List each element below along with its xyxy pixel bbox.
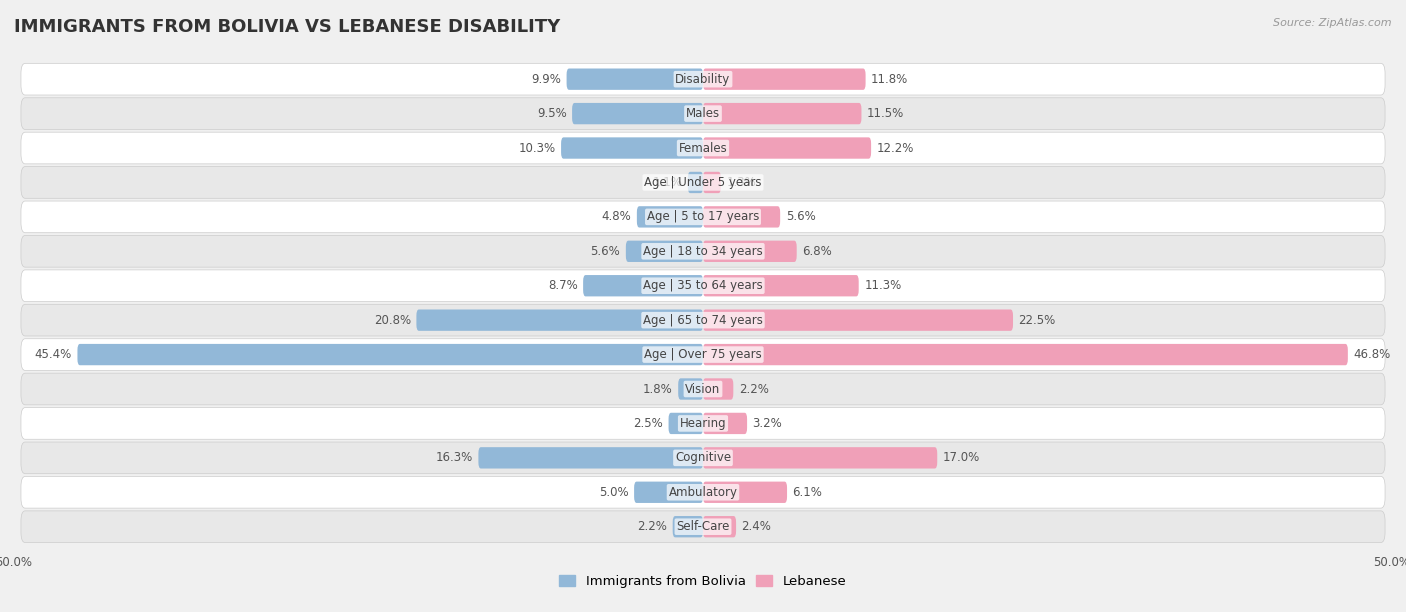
Legend: Immigrants from Bolivia, Lebanese: Immigrants from Bolivia, Lebanese — [554, 570, 852, 594]
FancyBboxPatch shape — [703, 103, 862, 124]
FancyBboxPatch shape — [21, 338, 1385, 370]
FancyBboxPatch shape — [703, 206, 780, 228]
FancyBboxPatch shape — [21, 476, 1385, 508]
FancyBboxPatch shape — [634, 482, 703, 503]
Text: 3.2%: 3.2% — [752, 417, 782, 430]
Text: 2.2%: 2.2% — [738, 382, 769, 395]
FancyBboxPatch shape — [703, 447, 938, 469]
Text: 4.8%: 4.8% — [602, 211, 631, 223]
Text: 11.8%: 11.8% — [872, 73, 908, 86]
Text: Source: ZipAtlas.com: Source: ZipAtlas.com — [1274, 18, 1392, 28]
FancyBboxPatch shape — [572, 103, 703, 124]
Text: Cognitive: Cognitive — [675, 452, 731, 465]
FancyBboxPatch shape — [703, 378, 734, 400]
FancyBboxPatch shape — [669, 412, 703, 434]
Text: Age | 35 to 64 years: Age | 35 to 64 years — [643, 279, 763, 292]
Text: 8.7%: 8.7% — [548, 279, 578, 292]
FancyBboxPatch shape — [21, 201, 1385, 233]
FancyBboxPatch shape — [678, 378, 703, 400]
Text: 17.0%: 17.0% — [943, 452, 980, 465]
FancyBboxPatch shape — [703, 516, 737, 537]
FancyBboxPatch shape — [21, 373, 1385, 405]
FancyBboxPatch shape — [703, 69, 866, 90]
Text: 5.0%: 5.0% — [599, 486, 628, 499]
FancyBboxPatch shape — [21, 408, 1385, 439]
Text: Ambulatory: Ambulatory — [668, 486, 738, 499]
Text: Age | 65 to 74 years: Age | 65 to 74 years — [643, 314, 763, 327]
Text: 46.8%: 46.8% — [1354, 348, 1391, 361]
FancyBboxPatch shape — [416, 310, 703, 331]
FancyBboxPatch shape — [637, 206, 703, 228]
Text: 6.8%: 6.8% — [803, 245, 832, 258]
FancyBboxPatch shape — [567, 69, 703, 90]
Text: 5.6%: 5.6% — [591, 245, 620, 258]
Text: Vision: Vision — [685, 382, 721, 395]
Text: 1.3%: 1.3% — [727, 176, 756, 189]
Text: Disability: Disability — [675, 73, 731, 86]
Text: 2.4%: 2.4% — [741, 520, 772, 533]
Text: 22.5%: 22.5% — [1018, 314, 1056, 327]
FancyBboxPatch shape — [561, 137, 703, 159]
Text: IMMIGRANTS FROM BOLIVIA VS LEBANESE DISABILITY: IMMIGRANTS FROM BOLIVIA VS LEBANESE DISA… — [14, 18, 561, 36]
FancyBboxPatch shape — [703, 412, 747, 434]
Text: 16.3%: 16.3% — [436, 452, 472, 465]
FancyBboxPatch shape — [21, 270, 1385, 302]
Text: 5.6%: 5.6% — [786, 211, 815, 223]
FancyBboxPatch shape — [688, 172, 703, 193]
FancyBboxPatch shape — [21, 236, 1385, 267]
FancyBboxPatch shape — [21, 511, 1385, 543]
Text: 9.5%: 9.5% — [537, 107, 567, 120]
FancyBboxPatch shape — [703, 172, 721, 193]
Text: 1.8%: 1.8% — [643, 382, 672, 395]
Text: 20.8%: 20.8% — [374, 314, 411, 327]
Text: 2.2%: 2.2% — [637, 520, 668, 533]
FancyBboxPatch shape — [703, 482, 787, 503]
FancyBboxPatch shape — [478, 447, 703, 469]
FancyBboxPatch shape — [21, 63, 1385, 95]
Text: 1.1%: 1.1% — [652, 176, 682, 189]
FancyBboxPatch shape — [703, 241, 797, 262]
Text: 11.3%: 11.3% — [865, 279, 901, 292]
Text: 45.4%: 45.4% — [35, 348, 72, 361]
Text: Males: Males — [686, 107, 720, 120]
Text: 6.1%: 6.1% — [793, 486, 823, 499]
FancyBboxPatch shape — [703, 275, 859, 296]
FancyBboxPatch shape — [626, 241, 703, 262]
FancyBboxPatch shape — [21, 132, 1385, 164]
Text: Age | Under 5 years: Age | Under 5 years — [644, 176, 762, 189]
FancyBboxPatch shape — [583, 275, 703, 296]
FancyBboxPatch shape — [21, 166, 1385, 198]
Text: Hearing: Hearing — [679, 417, 727, 430]
FancyBboxPatch shape — [703, 137, 872, 159]
FancyBboxPatch shape — [21, 304, 1385, 336]
Text: 2.5%: 2.5% — [633, 417, 664, 430]
FancyBboxPatch shape — [703, 310, 1012, 331]
Text: 9.9%: 9.9% — [531, 73, 561, 86]
Text: Self-Care: Self-Care — [676, 520, 730, 533]
FancyBboxPatch shape — [21, 442, 1385, 474]
Text: 11.5%: 11.5% — [868, 107, 904, 120]
Text: Age | Over 75 years: Age | Over 75 years — [644, 348, 762, 361]
Text: Age | 5 to 17 years: Age | 5 to 17 years — [647, 211, 759, 223]
Text: 10.3%: 10.3% — [519, 141, 555, 154]
FancyBboxPatch shape — [703, 344, 1348, 365]
FancyBboxPatch shape — [672, 516, 703, 537]
Text: Females: Females — [679, 141, 727, 154]
Text: Age | 18 to 34 years: Age | 18 to 34 years — [643, 245, 763, 258]
FancyBboxPatch shape — [77, 344, 703, 365]
FancyBboxPatch shape — [21, 98, 1385, 129]
Text: 12.2%: 12.2% — [876, 141, 914, 154]
